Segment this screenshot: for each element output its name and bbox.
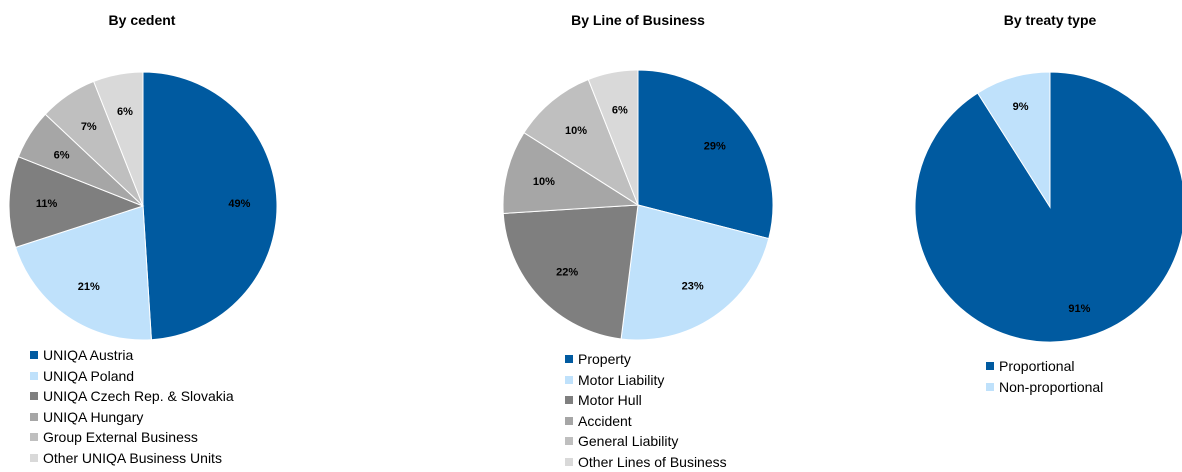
legend-item: UNIQA Czech Rep. & Slovakia bbox=[30, 386, 234, 407]
legend-label: Property bbox=[578, 349, 631, 370]
legend-swatch bbox=[30, 392, 38, 400]
legend-swatch bbox=[30, 372, 38, 380]
data-label: 23% bbox=[682, 280, 704, 292]
pie-by-treaty-type: 91% 9% bbox=[890, 0, 1182, 350]
legend-swatch bbox=[986, 383, 994, 391]
legend-item: Other Lines of Business bbox=[565, 452, 727, 472]
data-label: 11% bbox=[36, 198, 58, 210]
legend-item: Other UNIQA Business Units bbox=[30, 448, 234, 469]
legend-item: General Liability bbox=[565, 431, 727, 452]
data-label: 21% bbox=[78, 281, 100, 293]
legend-label: Non-proportional bbox=[999, 377, 1103, 398]
legend-swatch bbox=[565, 396, 573, 404]
data-label: 9% bbox=[1013, 101, 1029, 113]
legend-label: UNIQA Czech Rep. & Slovakia bbox=[43, 386, 234, 407]
data-label: 6% bbox=[54, 149, 70, 161]
data-label: 29% bbox=[704, 140, 726, 152]
legend-item: Motor Liability bbox=[565, 370, 727, 391]
legend-swatch bbox=[30, 433, 38, 441]
legend-label: Motor Hull bbox=[578, 390, 642, 411]
legend-label: Group External Business bbox=[43, 427, 198, 448]
legend-swatch bbox=[986, 362, 994, 370]
data-label: 6% bbox=[117, 106, 133, 118]
data-label: 22% bbox=[556, 267, 578, 279]
legend-label: Accident bbox=[578, 411, 632, 432]
pie-by-line-of-business: 29% 23% 22% 10% 10% 6% bbox=[440, 0, 780, 350]
data-label: 91% bbox=[1068, 303, 1090, 315]
legend-swatch bbox=[30, 351, 38, 359]
legend-label: General Liability bbox=[578, 431, 678, 452]
chart-by-line-of-business: By Line of Business 29%23%22%10%10%6% Pr… bbox=[440, 0, 770, 468]
data-label: 10% bbox=[565, 125, 587, 137]
legend-swatch bbox=[30, 413, 38, 421]
pie-slice bbox=[143, 72, 277, 340]
legend-label: UNIQA Poland bbox=[43, 366, 134, 387]
data-label: 10% bbox=[533, 176, 555, 188]
legend-item: UNIQA Austria bbox=[30, 345, 234, 366]
legend-item: UNIQA Hungary bbox=[30, 407, 234, 428]
legend-label: UNIQA Austria bbox=[43, 345, 133, 366]
legend-swatch bbox=[565, 437, 573, 445]
pie-by-cedent: 49% 21% 11% 6% 7% 6% bbox=[0, 0, 340, 350]
legend-swatch bbox=[565, 376, 573, 384]
legend-swatch bbox=[565, 458, 573, 466]
legend-label: Motor Liability bbox=[578, 370, 664, 391]
legend-label: Other Lines of Business bbox=[578, 452, 727, 472]
legend-item: Property bbox=[565, 349, 727, 370]
legend-label: UNIQA Hungary bbox=[43, 407, 143, 428]
legend-item: Motor Hull bbox=[565, 390, 727, 411]
legend-item: UNIQA Poland bbox=[30, 366, 234, 387]
legend-swatch bbox=[565, 417, 573, 425]
data-label: 6% bbox=[612, 105, 628, 117]
legend-item: Accident bbox=[565, 411, 727, 432]
legend-item: Non-proportional bbox=[986, 377, 1103, 398]
legend-swatch bbox=[30, 454, 38, 462]
data-label: 7% bbox=[81, 121, 97, 133]
legend-label: Proportional bbox=[999, 356, 1075, 377]
data-label: 49% bbox=[228, 198, 250, 210]
legend-item: Group External Business bbox=[30, 427, 234, 448]
legend-swatch bbox=[565, 355, 573, 363]
legend-item: Proportional bbox=[986, 356, 1103, 377]
legend-label: Other UNIQA Business Units bbox=[43, 448, 222, 469]
